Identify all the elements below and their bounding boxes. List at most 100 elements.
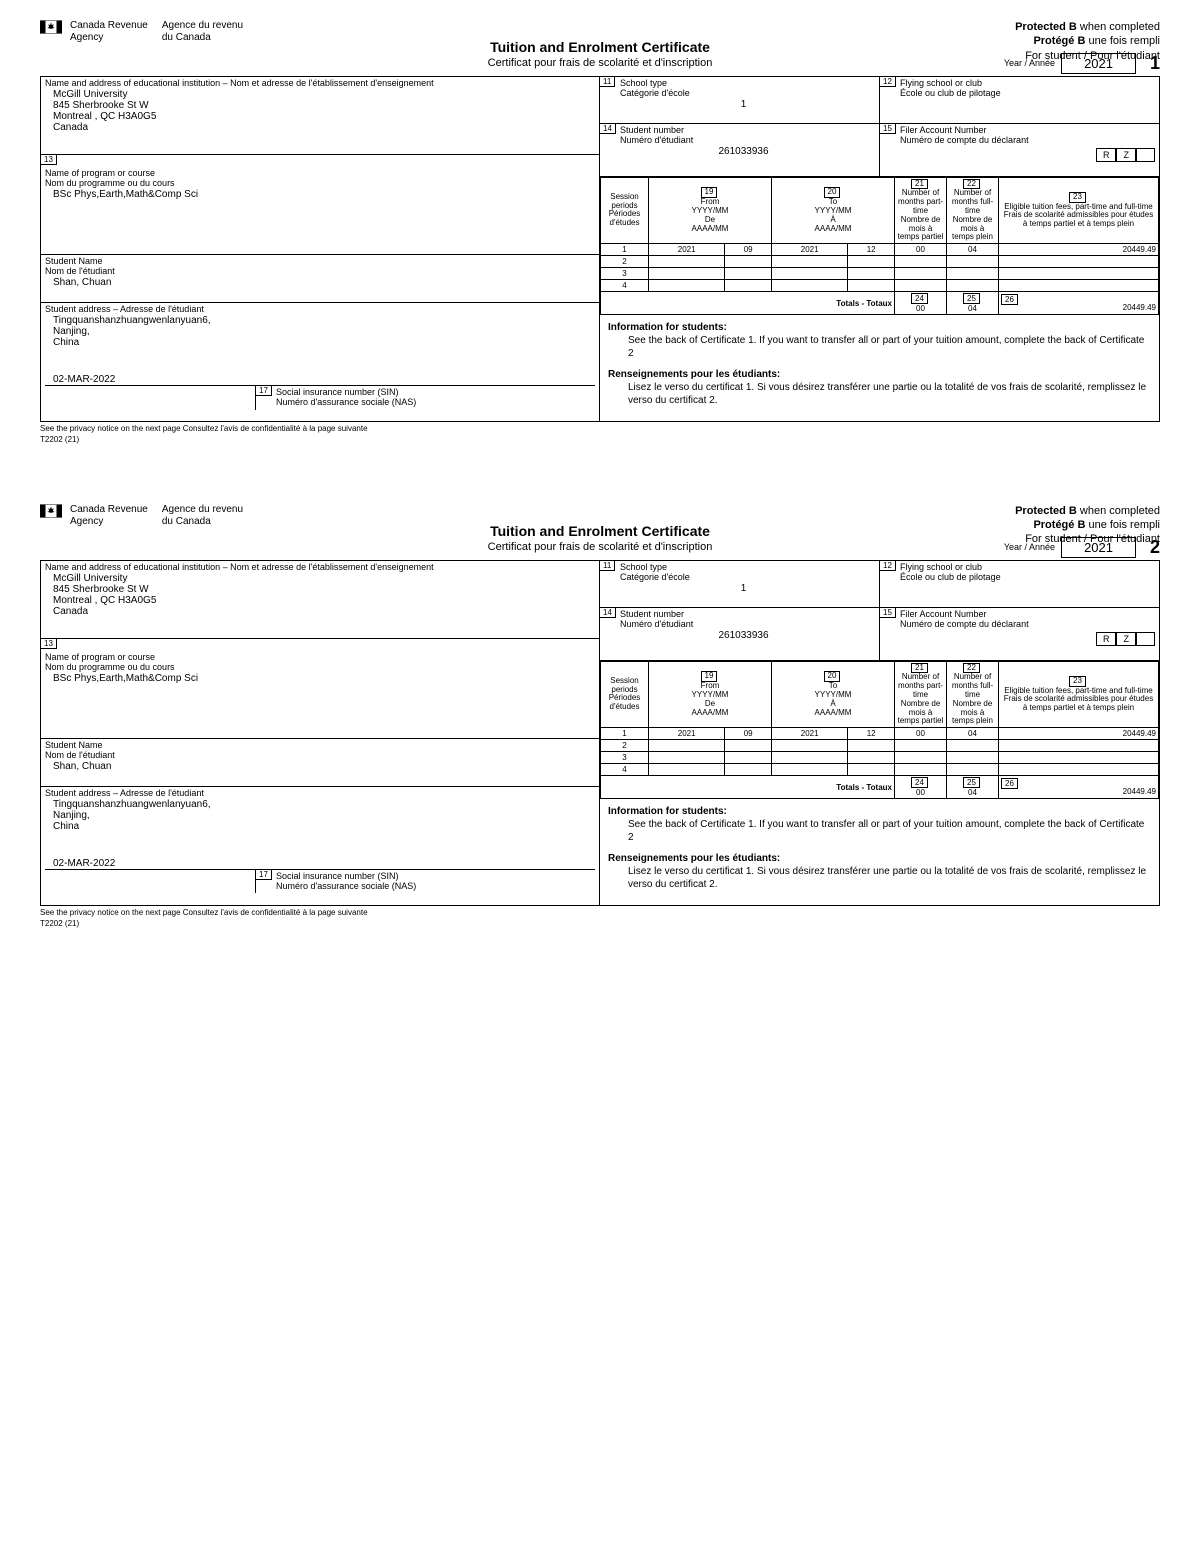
rz-boxes: RZ — [884, 632, 1155, 646]
prog-value: BSc Phys,Earth,Math&Comp Sci — [45, 673, 595, 684]
institution-cell: Name and address of educational institut… — [41, 561, 599, 639]
info-fr-bd: Lisez le verso du certificat 1. Si vous … — [608, 381, 1151, 407]
addr-l1: Tingquanshanzhuangwenlanyuan6, — [45, 799, 595, 810]
session-periods-hd: Session periods Périodes d'études — [601, 661, 649, 728]
school-type-label: School type Catégorie d'école — [620, 79, 875, 99]
box-12: 12 — [879, 76, 896, 87]
addr-l3: China — [45, 821, 595, 832]
student-num-val: 261033936 — [604, 146, 875, 157]
box-11: 11 — [599, 76, 615, 87]
from-hd: From YYYY/MM De AAAA/MM — [651, 198, 769, 233]
info-fr: Renseignements pour les étudiants: Lisez… — [600, 362, 1159, 409]
addr-l1: Tingquanshanzhuangwenlanyuan6, — [45, 315, 595, 326]
fees-hd: Eligible tuition fees, part-time and ful… — [1001, 203, 1156, 229]
box-14: 14 — [599, 607, 616, 618]
addr-l2: Nanjing, — [45, 326, 595, 337]
info-fr-hd: Renseignements pour les étudiants: — [608, 368, 1151, 381]
addr-label: Student address – Adresse de l'étudiant — [45, 305, 595, 315]
session-row-2: 2 — [601, 740, 1159, 752]
top-row-2: 14 Student number Numéro d'étudiant 2610… — [600, 608, 1159, 660]
agency-en1: Canada Revenue — [70, 504, 148, 516]
year-label: Year / Année — [1004, 542, 1055, 552]
inst-addr1: 845 Sherbrooke St W — [45, 584, 595, 595]
inst-name: McGill University — [45, 89, 595, 100]
sin-label: Social insurance number (SIN) Numéro d'a… — [276, 388, 591, 408]
box-26: 26 — [1001, 294, 1018, 305]
sessions-area: Session periods Périodes d'études 19From… — [600, 177, 1159, 421]
student-num-cell: 14 Student number Numéro d'étudiant 2610… — [600, 608, 880, 659]
blank-box — [1136, 148, 1155, 162]
box-25: 25 — [963, 293, 980, 304]
agency-en2: Agency — [70, 32, 148, 44]
info-en-bd: See the back of Certificate 1. If you wa… — [608, 818, 1151, 844]
inst-country: Canada — [45, 122, 595, 133]
sin-cell: 17 Social insurance number (SIN) Numéro … — [255, 870, 595, 894]
inst-name: McGill University — [45, 573, 595, 584]
part-hd: Number of months part-time Nombre de moi… — [897, 189, 944, 242]
protected-en: Protected B — [1015, 505, 1077, 517]
box-23: 23 — [1069, 676, 1086, 687]
filer-label: Filer Account Number Numéro de compte du… — [900, 126, 1155, 146]
sin-label: Social insurance number (SIN) Numéro d'a… — [276, 872, 591, 892]
r-box: R — [1096, 148, 1117, 162]
full-hd: Number of months full-time Nombre de moi… — [949, 189, 996, 242]
footer-1: See the privacy notice on the next page … — [40, 908, 1160, 917]
canada-flag-icon — [40, 504, 62, 518]
institution-cell: Name and address of educational institut… — [41, 77, 599, 155]
from-hd: From YYYY/MM De AAAA/MM — [651, 682, 769, 717]
agency-block: Canada RevenueAgency Agence du revenudu … — [40, 504, 243, 528]
student-num-cell: 14 Student number Numéro d'étudiant 2610… — [600, 124, 880, 175]
cert-number: 1 — [1150, 53, 1160, 74]
addr-date: 02-MAR-2022 — [45, 858, 595, 869]
rz-boxes: RZ — [884, 148, 1155, 162]
sessions-area: Session periods Périodes d'études 19From… — [600, 661, 1159, 905]
form-grid: Name and address of educational institut… — [40, 76, 1160, 422]
box-12: 12 — [879, 560, 896, 571]
agency-fr2: du Canada — [162, 32, 243, 44]
box-17: 17 — [255, 869, 272, 880]
session-row-1: 1202109202112000420449.49 — [601, 244, 1159, 256]
info-fr: Renseignements pour les étudiants: Lisez… — [600, 846, 1159, 893]
student-name-cell: Student Name Nom de l'étudiant Shan, Chu… — [41, 255, 599, 303]
year-value: 2021 — [1061, 53, 1136, 74]
protected-fr: Protégé B — [1033, 519, 1085, 531]
info-en: Information for students: See the back o… — [600, 799, 1159, 846]
certificate-2: Canada RevenueAgency Agence du revenudu … — [40, 504, 1160, 928]
canada-flag-icon — [40, 20, 62, 34]
student-num-label: Student number Numéro d'étudiant — [620, 126, 875, 146]
box-24: 24 — [911, 777, 928, 788]
program-cell: 13 Name of program or course Nom du prog… — [41, 155, 599, 255]
sin-cell: 17 Social insurance number (SIN) Numéro … — [255, 386, 595, 410]
agency-text: Canada RevenueAgency Agence du revenudu … — [70, 504, 243, 528]
agency-block: Canada RevenueAgency Agence du revenudu … — [40, 20, 243, 44]
school-type-val: 1 — [604, 583, 875, 594]
fees-hd: Eligible tuition fees, part-time and ful… — [1001, 687, 1156, 713]
info-en-hd: Information for students: — [608, 321, 1151, 334]
right-column: 11 School type Catégorie d'école 1 12 Fl… — [600, 77, 1159, 421]
protected-fr: Protégé B — [1033, 35, 1085, 47]
flying-cell: 12 Flying school or club École ou club d… — [880, 561, 1159, 607]
totals-row: Totals - Totaux 2400 2504 2620449.49 — [601, 776, 1159, 799]
school-type-val: 1 — [604, 99, 875, 110]
protected-en: Protected B — [1015, 21, 1077, 33]
box-13: 13 — [40, 154, 57, 165]
agency-fr1: Agence du revenu — [162, 20, 243, 32]
flying-cell: 12 Flying school or club École ou club d… — [880, 77, 1159, 123]
flying-label: Flying school or club École ou club de p… — [900, 563, 1155, 583]
info-fr-bd: Lisez le verso du certificat 1. Si vous … — [608, 865, 1151, 891]
to-hd: To YYYY/MM À AAAA/MM — [774, 198, 892, 233]
box-13: 13 — [40, 638, 57, 649]
name-label: Student Name Nom de l'étudiant — [45, 257, 595, 277]
box-14: 14 — [599, 123, 616, 134]
student-addr-cell: Student address – Adresse de l'étudiant … — [41, 787, 599, 905]
student-num-val: 261033936 — [604, 630, 875, 641]
z-box: Z — [1116, 148, 1136, 162]
inst-addr2: Montreal , QC H3A0G5 — [45, 111, 595, 122]
r-box: R — [1096, 632, 1117, 646]
right-column: 11 School type Catégorie d'école 1 12 Fl… — [600, 561, 1159, 905]
year-label: Year / Année — [1004, 58, 1055, 68]
prog-label: Name of program or course Nom du program… — [45, 169, 595, 189]
box-24: 24 — [911, 293, 928, 304]
name-label: Student Name Nom de l'étudiant — [45, 741, 595, 761]
cert-number: 2 — [1150, 537, 1160, 558]
